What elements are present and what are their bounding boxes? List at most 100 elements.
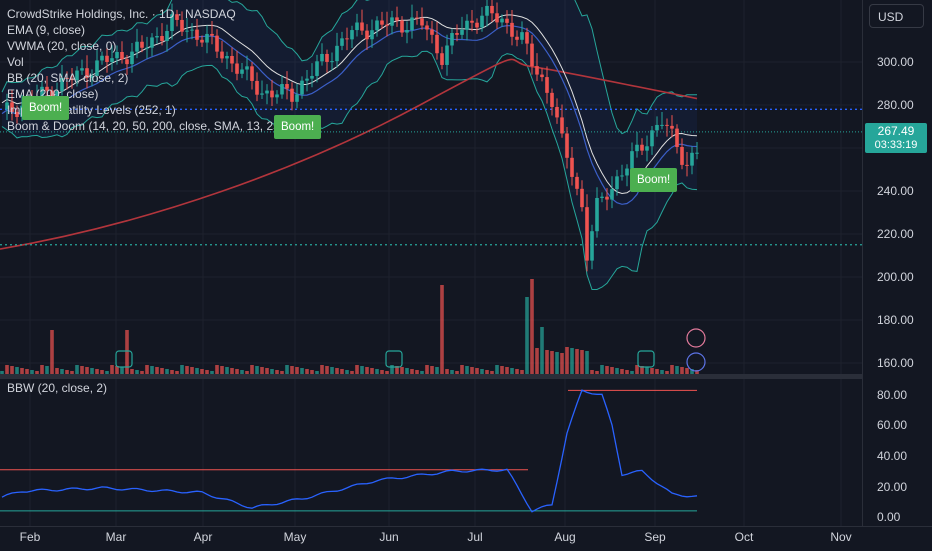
- candle-body: [360, 22, 364, 31]
- candle-body: [450, 33, 454, 46]
- volume-bar: [95, 369, 99, 375]
- volume-bar: [25, 369, 29, 375]
- volume-bar: [460, 365, 464, 375]
- candle-body: [300, 80, 304, 95]
- pane-separator[interactable]: [0, 374, 862, 379]
- candle-body: [5, 102, 9, 110]
- volume-bar: [260, 367, 264, 375]
- volume-bar: [115, 366, 119, 375]
- candle-body: [495, 13, 499, 23]
- candle-body: [605, 196, 609, 200]
- candle-body: [520, 32, 524, 40]
- volume-bar: [430, 366, 434, 375]
- volume-bar: [195, 368, 199, 375]
- symbol-title[interactable]: CrowdStrike Holdings, Inc. · 1D · NASDAQ: [7, 7, 236, 21]
- candle-body: [145, 47, 149, 49]
- volume-bar: [205, 370, 209, 375]
- boom-label: Boom!: [630, 168, 678, 192]
- dividend-icon: [686, 328, 706, 348]
- price-tick: 240.00: [877, 184, 914, 198]
- bbw-line: [1, 389, 698, 513]
- volume-bar: [355, 365, 359, 375]
- candle-body: [105, 55, 109, 62]
- candle-body: [155, 36, 159, 38]
- volume-bar: [335, 368, 339, 375]
- candle-body: [550, 92, 554, 107]
- indicator-volume[interactable]: Vol: [7, 55, 24, 69]
- candle-body: [370, 30, 374, 40]
- volume-bar: [505, 367, 509, 375]
- candle-body: [545, 77, 549, 93]
- candle-body: [440, 53, 444, 65]
- volume-bar: [525, 297, 529, 375]
- volume-bar: [660, 370, 664, 375]
- volume-bar: [690, 369, 694, 375]
- volume-bar: [0, 371, 4, 375]
- price-axis[interactable]: [862, 0, 932, 526]
- volume-bar: [80, 366, 84, 375]
- candle-body: [310, 75, 314, 79]
- candle-body: [445, 45, 449, 65]
- candle-body: [395, 17, 399, 21]
- volume-bar: [395, 366, 399, 375]
- candle-body: [215, 35, 219, 52]
- indicator-ema9[interactable]: EMA (9, close): [7, 23, 86, 37]
- candle-body: [265, 90, 269, 94]
- volume-bar: [325, 366, 329, 375]
- candle-body: [340, 38, 344, 46]
- volume-bar: [520, 370, 524, 375]
- volume-bar: [105, 371, 109, 375]
- volume-bar: [600, 365, 604, 375]
- volume-bar: [30, 370, 34, 375]
- volume-bar: [90, 368, 94, 375]
- volume-bar: [255, 366, 259, 375]
- volume-bar: [190, 367, 194, 375]
- volume-bar: [375, 369, 379, 375]
- volume-bar: [250, 365, 254, 375]
- volume-bar: [555, 352, 559, 375]
- candle-body: [690, 152, 694, 166]
- volume-bar: [640, 366, 644, 375]
- volume-bar: [330, 367, 334, 375]
- candle-body: [45, 86, 49, 91]
- currency-button[interactable]: USD: [869, 4, 924, 28]
- time-tick: Jun: [379, 530, 399, 544]
- volume-bar: [675, 366, 679, 375]
- indicator-vwma[interactable]: VWMA (20, close, 0): [7, 39, 117, 53]
- bb-fill: [2, 0, 697, 290]
- volume-bar: [685, 368, 689, 375]
- volume-bar: [110, 365, 114, 375]
- volume-bar: [515, 369, 519, 375]
- candle-body: [475, 22, 479, 28]
- indicator-bb[interactable]: BB (20, SMA, close, 2): [7, 71, 129, 85]
- indicator-boom-doom[interactable]: Boom & Doom (14, 20, 50, 200, close, SMA…: [7, 119, 291, 133]
- ema9-line: [1, 14, 698, 195]
- news-icon: [686, 352, 706, 372]
- candle-body: [70, 78, 74, 81]
- volume-bar: [450, 370, 454, 375]
- volume-bar: [390, 365, 394, 375]
- volume-bar: [220, 366, 224, 375]
- volume-bar: [305, 369, 309, 375]
- volume-bar: [295, 367, 299, 375]
- time-axis[interactable]: [0, 526, 932, 551]
- volume-bar: [20, 368, 24, 375]
- volume-bar: [695, 370, 699, 375]
- volume-bar: [320, 365, 324, 375]
- volume-bar: [240, 370, 244, 375]
- volume-bar: [535, 348, 539, 375]
- bbw-legend[interactable]: BBW (20, close, 2): [7, 381, 108, 395]
- candle-body: [75, 70, 79, 81]
- time-tick: Nov: [830, 530, 852, 544]
- volume-bar: [270, 369, 274, 375]
- candle-body: [640, 144, 644, 151]
- candle-body: [535, 66, 539, 75]
- bbw-tick: 80.00: [877, 388, 908, 402]
- volume-bar: [150, 366, 154, 375]
- volume-bar: [570, 348, 574, 375]
- candle-body: [210, 33, 214, 36]
- candle-body: [630, 151, 634, 169]
- candle-body: [515, 36, 519, 40]
